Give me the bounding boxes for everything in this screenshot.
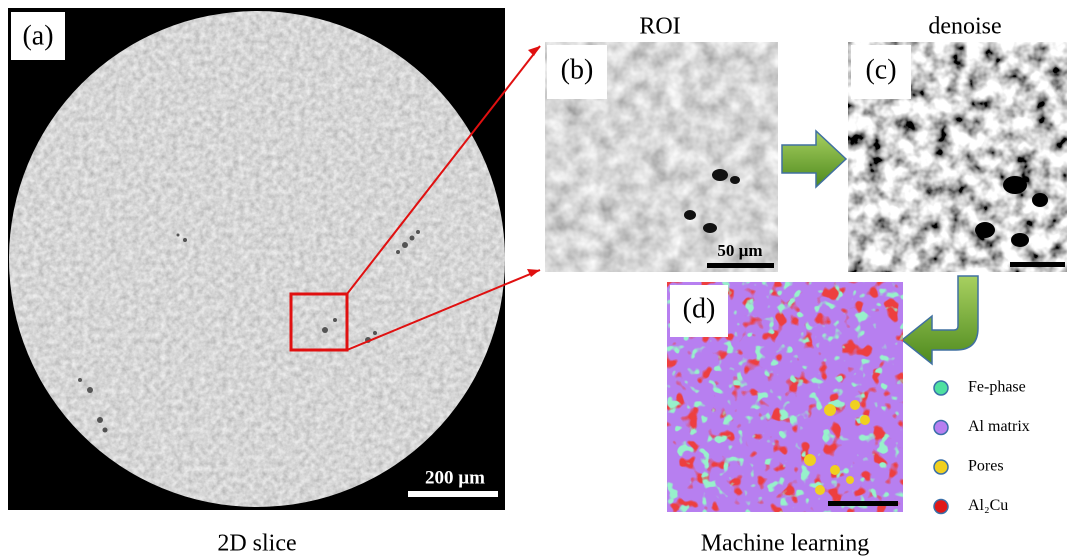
legend: Fe-phase Al matrix Pores Al₂Cu	[934, 379, 1030, 515]
legend-marker	[934, 500, 948, 514]
legend-label: Al₂Cu	[968, 497, 1008, 514]
scale-bar-label: 50 µm	[717, 241, 762, 260]
legend-marker	[934, 460, 948, 474]
legend-label: Al matrix	[968, 418, 1030, 435]
scale-bar	[408, 491, 498, 497]
arrow	[782, 131, 846, 187]
caption: 2D slice	[217, 531, 296, 557]
caption: Machine learning	[701, 531, 870, 557]
scale-bar	[1010, 262, 1065, 267]
figure: (a) 200 µm 2D slice ROI (b) 50 µm denois…	[0, 0, 1073, 558]
panel-title: ROI	[639, 14, 680, 40]
panel-title: denoise	[928, 14, 1001, 40]
slice-image	[9, 11, 505, 507]
panel-label: (c)	[865, 54, 896, 85]
panel-label: (b)	[561, 54, 594, 85]
legend-label: Pores	[968, 458, 1004, 475]
panel-label: (a)	[22, 20, 53, 51]
page: (a) 200 µm 2D slice ROI (b) 50 µm denois…	[0, 0, 1073, 558]
panel-label: (d)	[683, 293, 716, 324]
arrow	[902, 276, 978, 364]
legend-marker	[934, 421, 948, 435]
arrow-heads	[527, 46, 540, 277]
scale-bar-label: 200 µm	[425, 467, 485, 488]
scale-bar	[707, 263, 774, 268]
legend-label: Fe-phase	[968, 379, 1026, 396]
scale-bar	[828, 501, 898, 506]
legend-marker	[934, 381, 948, 395]
